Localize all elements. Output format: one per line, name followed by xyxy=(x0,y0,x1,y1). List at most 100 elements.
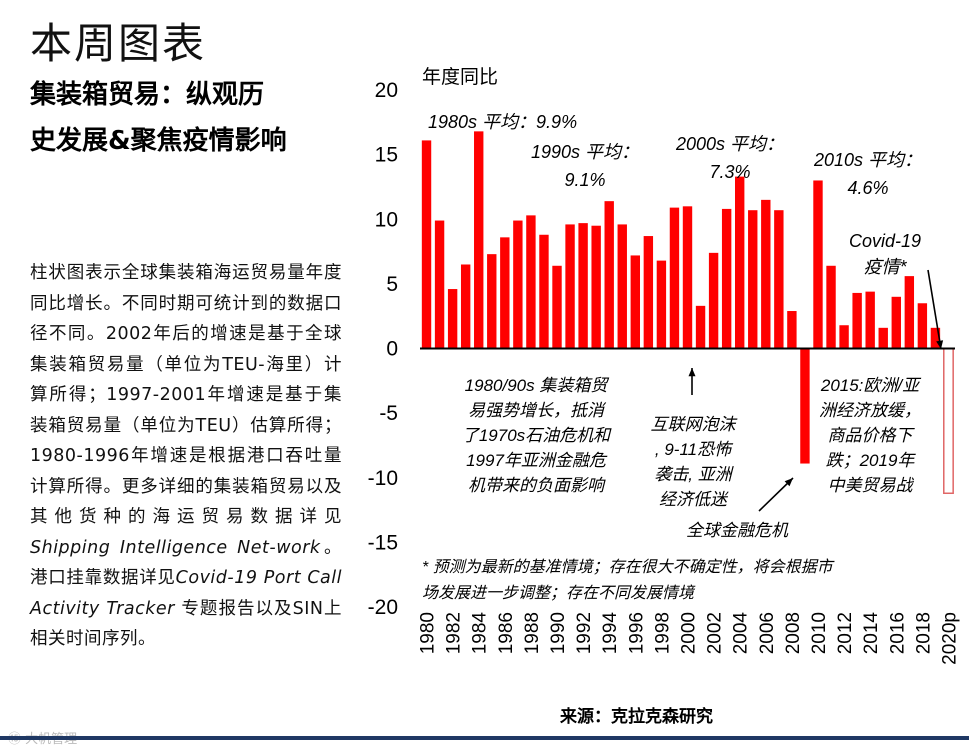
x-tick-label: 1986 xyxy=(496,612,517,654)
y-tick-label: -10 xyxy=(368,467,398,490)
note-dotcom-line: 互联网泡沫 xyxy=(651,415,738,434)
subtitle: 集装箱贸易：纵观历 史发展&聚焦疫情影响 xyxy=(30,72,350,164)
y-tick-label: 20 xyxy=(375,79,398,102)
x-tick-label: 1988 xyxy=(522,612,543,654)
footnote-line: 场发展进一步调整；存在不同发展情境 xyxy=(422,584,696,602)
x-tick-label: 2020p xyxy=(939,612,960,665)
x-tick-label: 2018 xyxy=(913,612,934,654)
bar-forecast xyxy=(943,347,954,495)
note-gfc-line: 全球金融危机 xyxy=(686,521,789,540)
x-tick-label: 2000 xyxy=(679,612,700,654)
covid-note-line: 疫情* xyxy=(863,257,907,277)
bar xyxy=(917,303,928,349)
bar xyxy=(656,260,667,349)
note-2015-line: 中美贸易战 xyxy=(828,476,915,495)
bar xyxy=(539,234,549,349)
x-tick-label: 1992 xyxy=(574,612,595,654)
x-tick-label: 2004 xyxy=(731,612,752,655)
avg-1990s-line: 1990s 平均： xyxy=(531,142,639,162)
x-tick-label: 1996 xyxy=(626,612,647,654)
avg-2010s-line: 2010s 平均： xyxy=(813,150,922,170)
x-tick-label: 2002 xyxy=(705,612,726,654)
bar xyxy=(578,223,588,349)
bar xyxy=(513,220,523,349)
description-text-c: 专题报告以及SIN上相关时间序列。 xyxy=(30,598,342,650)
bar xyxy=(774,210,784,349)
x-tick-label: 1980 xyxy=(418,612,439,654)
page-title: 本周图表 xyxy=(30,19,207,68)
bar xyxy=(734,176,745,349)
x-tick-label: 1982 xyxy=(444,612,465,654)
bar xyxy=(487,254,497,349)
note-dotcom-line: 袭击, 亚洲 xyxy=(654,465,734,484)
note-8090s-line: 易强势增长，抵消 xyxy=(468,401,607,420)
bar xyxy=(930,327,941,349)
bar xyxy=(617,224,627,349)
bar xyxy=(474,131,484,349)
bar xyxy=(839,325,849,349)
bar xyxy=(787,311,797,349)
note-2015-line: 2015:欧洲/亚 xyxy=(820,376,922,395)
bar xyxy=(565,224,575,349)
bar xyxy=(800,348,810,464)
description-text-b: 。港口挂靠数据详见 xyxy=(30,537,343,589)
arrow-gfc-head xyxy=(784,478,793,487)
arrow-covid xyxy=(927,269,942,350)
note-8090s-line: 1997年亚洲金融危 xyxy=(466,451,608,470)
bar xyxy=(761,199,771,349)
bar xyxy=(669,207,680,349)
avg-1980s-line: 1980s 平均：9.9% xyxy=(428,112,577,132)
subtitle-line-2: 史发展&聚焦疫情影响 xyxy=(30,126,287,156)
y-tick-label: -20 xyxy=(368,596,398,619)
note-dotcom-line: 经济低迷 xyxy=(659,490,729,509)
avg-2000s-line: 2000s 平均： xyxy=(675,134,784,154)
x-tick-label: 2006 xyxy=(757,612,778,654)
bar xyxy=(434,220,445,349)
note-8090s-line: 1980/90s 集装箱贸 xyxy=(465,376,610,395)
x-tick-label: 2016 xyxy=(887,612,908,654)
bar xyxy=(591,225,601,349)
subtitle-line-1: 集装箱贸易：纵观历 xyxy=(30,80,265,110)
chart-description: 柱状图表示全球集装箱海运贸易量年度同比增长。不同时期可统计到的数据口径不同。20… xyxy=(30,258,342,655)
arrow-dotcom-head xyxy=(688,368,696,377)
note-dotcom-line: , 9-11恐怖 xyxy=(655,440,734,459)
note-2015-line: 商品价格下 xyxy=(828,426,916,445)
footnote-line: * 预测为最新的基准情境；存在很大不确定性，将会根据市 xyxy=(422,558,835,576)
bar xyxy=(748,210,758,349)
bar xyxy=(447,289,458,349)
bar xyxy=(421,140,432,349)
x-tick-label: 1984 xyxy=(470,612,491,655)
note-2015-line: 跌；2019年 xyxy=(826,451,917,470)
bar xyxy=(460,264,471,349)
avg-1990s-line: 9.1% xyxy=(564,170,605,190)
y-tick-label: -15 xyxy=(368,531,398,554)
x-tick-label: 1998 xyxy=(652,612,673,654)
description-link-tracker: Covid-19 Port Call Activity Tracker xyxy=(30,568,342,619)
y-tick-label: 0 xyxy=(386,338,398,361)
avg-2010s-line: 4.6% xyxy=(847,178,888,198)
bar xyxy=(865,291,875,349)
y-tick-label: 5 xyxy=(386,273,398,296)
avg-2000s-line: 7.3% xyxy=(709,162,750,182)
y-axis-title: 年度同比 xyxy=(422,66,498,88)
bar xyxy=(878,327,888,349)
bar xyxy=(695,305,706,349)
bar xyxy=(500,237,510,349)
x-tick-label: 2008 xyxy=(783,612,804,654)
y-tick-label: 15 xyxy=(375,144,398,167)
bar xyxy=(643,236,654,349)
y-tick-label: -5 xyxy=(379,402,398,425)
bar xyxy=(904,276,915,349)
covid-note-line: Covid-19 xyxy=(849,231,921,251)
bar xyxy=(526,215,536,349)
bar xyxy=(852,292,862,349)
arrow-covid-head xyxy=(936,340,944,349)
bar xyxy=(682,206,693,349)
note-8090s-line: 机带来的负面影响 xyxy=(468,476,606,495)
bar xyxy=(891,296,901,349)
x-tick-label: 2012 xyxy=(835,612,856,654)
description-text-a: 柱状图表示全球集装箱海运贸易量年度同比增长。不同时期可统计到的数据口径不同。20… xyxy=(30,263,342,527)
y-tick-label: 10 xyxy=(375,208,398,231)
x-tick-label: 2014 xyxy=(861,612,882,655)
bottom-rule xyxy=(0,736,969,740)
